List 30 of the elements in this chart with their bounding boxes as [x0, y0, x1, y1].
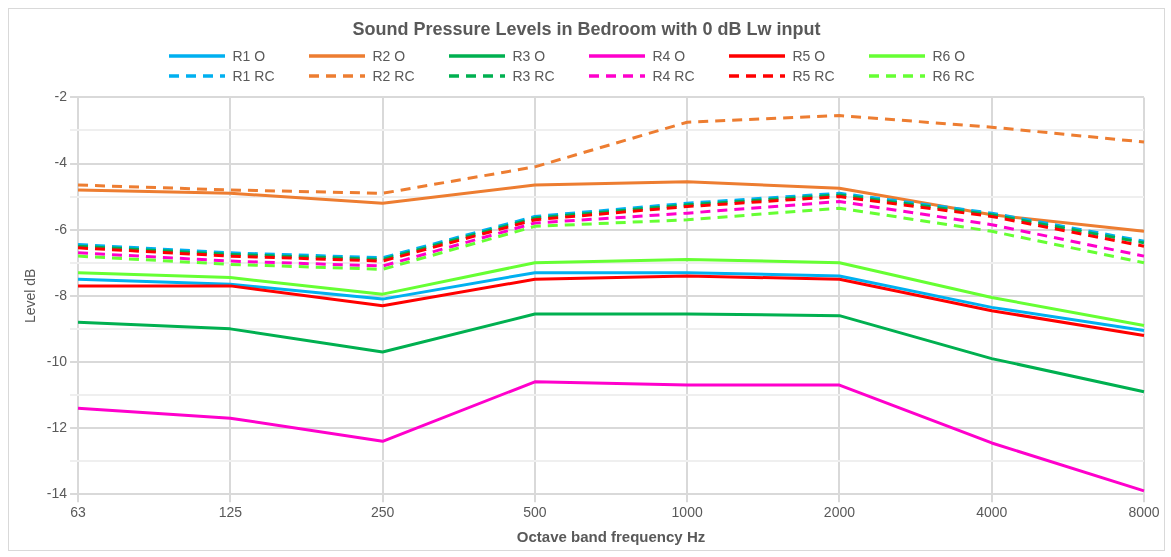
- y-tick-label: -6: [54, 220, 68, 237]
- chart-title: Sound Pressure Levels in Bedroom with 0 dB Lw input: [351, 18, 822, 40]
- x-tick-label: 4000: [976, 504, 1008, 521]
- legend-label: R4 RC: [652, 68, 695, 84]
- legend-label: R2 O: [372, 48, 406, 64]
- y-tick-label: -10: [46, 352, 68, 369]
- legend-label: R1 O: [232, 48, 266, 64]
- legend-label: R2 RC: [372, 68, 415, 84]
- x-axis-title: Octave band frequency Hz: [516, 528, 706, 546]
- y-tick-label: -4: [54, 154, 68, 171]
- x-tick-label: 2000: [823, 504, 856, 521]
- legend-label: R3 O: [512, 48, 546, 64]
- legend-label: R3 RC: [512, 68, 555, 84]
- legend-label: R6 RC: [932, 68, 975, 84]
- legend-label: R6 O: [932, 48, 966, 64]
- y-tick-label: -2: [54, 88, 68, 105]
- legend-label: R1 RC: [232, 68, 275, 84]
- x-tick-label: 125: [218, 504, 243, 521]
- x-tick-label: 8000: [1128, 504, 1160, 521]
- y-tick-label: -14: [46, 485, 68, 502]
- y-tick-label: -12: [46, 418, 68, 435]
- legend-label: R4 O: [652, 48, 686, 64]
- x-tick-label: 500: [523, 504, 547, 521]
- y-axis-title: Level dB: [22, 268, 39, 324]
- x-tick-label: 250: [370, 504, 395, 521]
- x-tick-label: 63: [70, 504, 87, 521]
- legend-label: R5 O: [792, 48, 826, 64]
- legend-label: R5 RC: [792, 68, 835, 84]
- y-tick-label: -8: [54, 286, 68, 303]
- x-tick-label: 1000: [671, 504, 703, 521]
